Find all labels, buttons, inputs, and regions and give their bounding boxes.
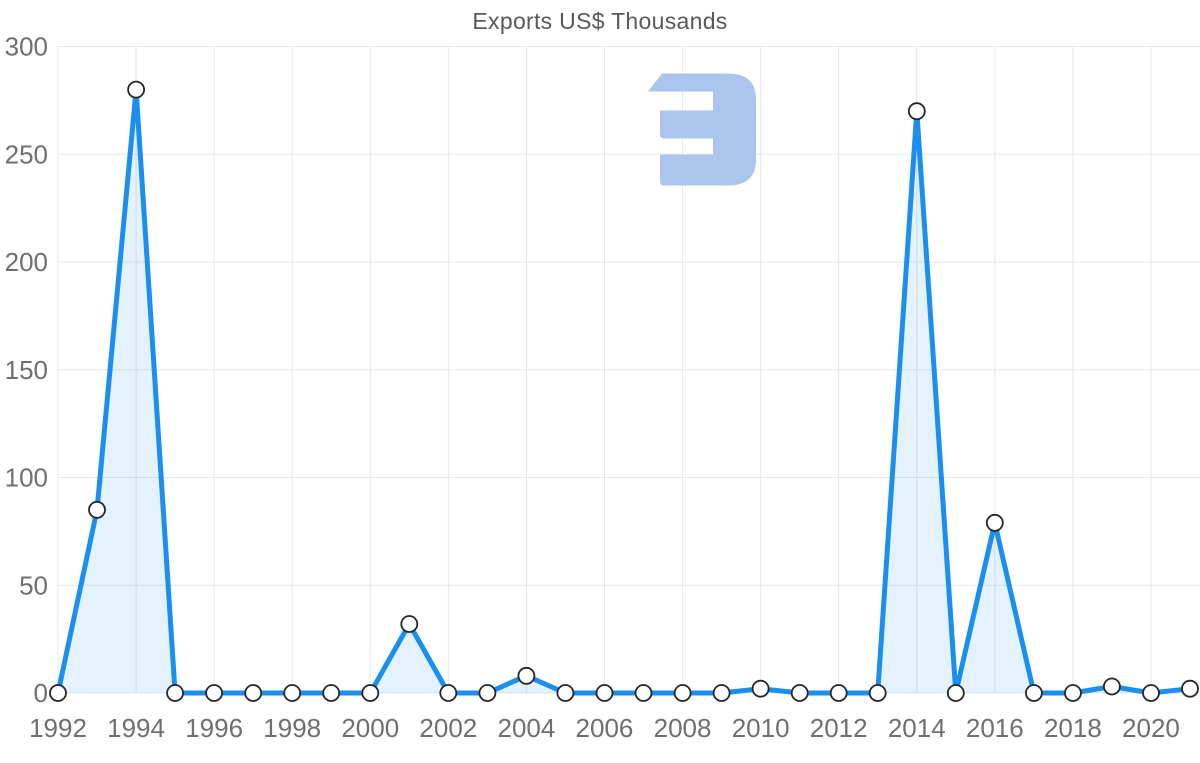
chart-title: Exports US$ Thousands bbox=[472, 8, 728, 34]
x-tick-label: 2000 bbox=[341, 713, 399, 743]
data-point-marker bbox=[1025, 684, 1043, 702]
data-point-marker bbox=[634, 684, 653, 702]
x-tick-label: 1992 bbox=[29, 713, 87, 743]
fwfreight-watermark: FWFREIGHT FREIGHT SHIPPING bbox=[648, 73, 1200, 188]
x-tick-label: 2020 bbox=[1122, 713, 1180, 743]
x-tick-label: 1994 bbox=[107, 713, 165, 743]
data-point-marker bbox=[868, 684, 887, 702]
y-tick-label: 200 bbox=[5, 247, 48, 277]
data-point-marker bbox=[1181, 679, 1199, 698]
data-point-marker bbox=[478, 684, 497, 702]
x-tick-label: 2016 bbox=[966, 713, 1024, 743]
data-point-marker bbox=[829, 684, 848, 702]
fwfreight-logo-icon bbox=[648, 73, 756, 186]
x-tick-label: 2006 bbox=[576, 713, 634, 743]
y-tick-label: 150 bbox=[5, 355, 48, 385]
data-point-marker bbox=[88, 500, 106, 519]
data-point-marker bbox=[127, 80, 146, 99]
data-point-marker bbox=[751, 679, 770, 698]
y-tick-label: 50 bbox=[19, 570, 48, 600]
x-tick-label: 1998 bbox=[263, 713, 321, 743]
x-tick-label: 2004 bbox=[497, 713, 555, 743]
data-point-marker bbox=[439, 684, 458, 702]
x-tick-label: 2002 bbox=[419, 713, 477, 743]
data-point-marker bbox=[712, 684, 731, 702]
data-point-marker bbox=[361, 684, 380, 702]
data-point-marker bbox=[1142, 684, 1160, 702]
data-point-marker bbox=[283, 684, 302, 702]
data-point-marker bbox=[400, 615, 419, 633]
y-tick-label: 100 bbox=[5, 463, 48, 493]
data-point-marker bbox=[166, 684, 185, 702]
data-point-marker bbox=[985, 513, 1004, 532]
data-point-marker bbox=[946, 684, 965, 702]
data-point-marker bbox=[205, 684, 224, 702]
data-point-marker bbox=[517, 666, 536, 685]
y-tick-label: 250 bbox=[5, 139, 48, 169]
data-point-marker bbox=[1103, 677, 1121, 696]
y-tick-label: 0 bbox=[34, 678, 48, 708]
x-tick-label: 2012 bbox=[810, 713, 868, 743]
series-line bbox=[55, 87, 1193, 696]
x-tick-label: 2008 bbox=[654, 713, 712, 743]
y-tick-label: 300 bbox=[5, 32, 48, 62]
x-tick-label: 2018 bbox=[1044, 713, 1102, 743]
x-tick-label: 2010 bbox=[732, 713, 790, 743]
series-area-fill bbox=[58, 89, 1190, 694]
x-tick-label: 1996 bbox=[185, 713, 243, 743]
data-point-marker bbox=[673, 684, 692, 702]
data-point-marker bbox=[907, 102, 926, 121]
data-point-marker bbox=[595, 684, 614, 702]
x-tick-label: 2014 bbox=[888, 713, 946, 743]
data-point-marker bbox=[556, 684, 575, 702]
data-point-marker bbox=[49, 684, 67, 702]
data-point-marker bbox=[1064, 684, 1082, 702]
data-point-marker bbox=[244, 684, 263, 702]
data-point-marker bbox=[790, 684, 809, 702]
data-point-marker bbox=[322, 684, 341, 702]
